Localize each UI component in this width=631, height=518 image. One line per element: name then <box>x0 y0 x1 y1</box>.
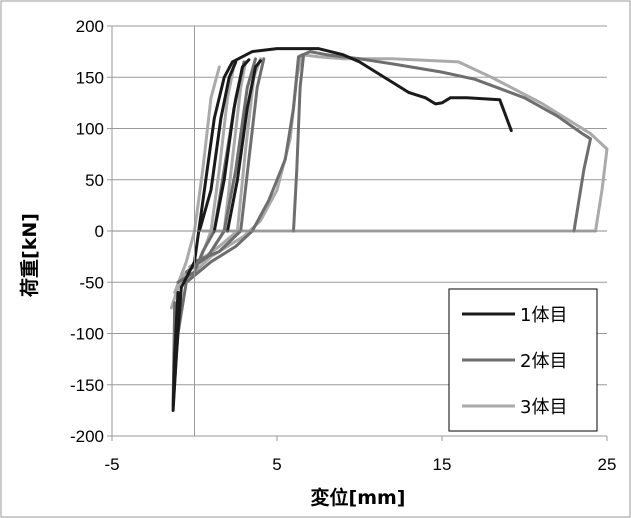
ticks-layer: 200 150 100 50 0 -50 -100 -150 -200-5 5 15 25 <box>70 17 616 474</box>
series-line-1 <box>226 59 262 233</box>
x-tick-label: -5 <box>104 455 119 474</box>
y-tick-label: -150 <box>70 376 104 395</box>
series-line-2 <box>292 55 305 233</box>
legend-label-2: 2体目 <box>520 351 567 372</box>
series-layer <box>169 47 609 412</box>
series-line-1 <box>171 47 513 412</box>
y-tick-label: 200 <box>76 17 104 36</box>
y-axis-title: 荷重[kN] <box>18 213 41 297</box>
y-tick-label: 150 <box>76 68 104 87</box>
x-axis-title: 変位[mm] <box>311 486 406 509</box>
series-line-2 <box>193 57 266 264</box>
y-tick-label: -100 <box>70 325 104 344</box>
y-tick-label: 100 <box>76 120 104 139</box>
series-line-1 <box>212 58 251 233</box>
x-tick-label: 25 <box>598 455 617 474</box>
series-line-1 <box>197 60 238 233</box>
y-tick-label: -50 <box>79 273 104 292</box>
series-line-3 <box>173 65 221 294</box>
legend-label-1: 1体目 <box>520 305 567 326</box>
axis-layer <box>107 25 608 441</box>
x-tick-label: 15 <box>433 455 452 474</box>
y-tick-label: 50 <box>85 171 104 190</box>
y-tick-label: -200 <box>70 427 104 446</box>
legend: 1体目 2体目 3体目 <box>448 288 598 432</box>
legend-label-3: 3体目 <box>520 397 567 418</box>
series-line-2 <box>171 50 592 407</box>
y-tick-label: 0 <box>95 222 104 241</box>
x-tick-label: 5 <box>272 455 281 474</box>
